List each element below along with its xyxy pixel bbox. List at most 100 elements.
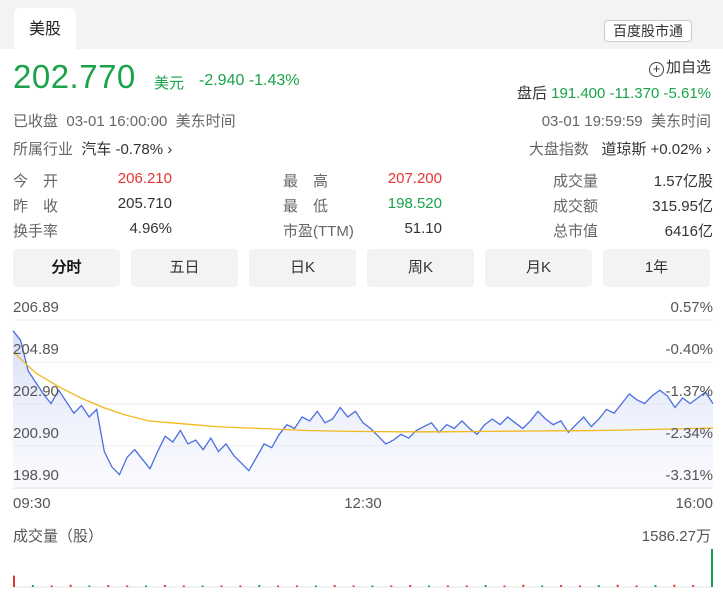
currency-unit: 美元 xyxy=(154,75,185,92)
index-percent: +0.02% xyxy=(650,141,702,158)
volume-bar xyxy=(616,584,619,587)
chevron-right-icon: › xyxy=(167,141,173,158)
tab-daily-k[interactable]: 日K xyxy=(249,249,356,287)
y-tick-label-right: -2.34% xyxy=(665,425,713,442)
stat-value-open: 206.210 xyxy=(117,170,172,187)
stat-value-volume: 1.57亿股 xyxy=(653,173,713,190)
change-percent: -1.43% xyxy=(248,72,300,89)
volume-bar xyxy=(428,585,431,587)
tab-five-day[interactable]: 五日 xyxy=(131,249,238,287)
stat-label-volume: 成交量 xyxy=(553,173,599,190)
y-tick-label: 202.90 xyxy=(13,383,59,400)
stat-value-turnover-rate: 4.96% xyxy=(129,220,172,237)
close-time: 03-01 16:00:00 xyxy=(66,113,168,130)
stat-label-open: 今 开 xyxy=(13,173,59,190)
volume-bar xyxy=(295,585,298,587)
volume-bar xyxy=(220,585,223,587)
industry-name: 汽车 xyxy=(81,141,112,158)
stat-label-pe: 市盈(TTM) xyxy=(283,223,354,240)
average-line xyxy=(12,351,714,433)
volume-bar xyxy=(390,585,393,587)
stat-value-pe: 51.10 xyxy=(404,220,442,237)
x-tick-label: 16:00 xyxy=(675,495,713,512)
add-watchlist-label: 加自选 xyxy=(665,59,711,76)
tab-intraday[interactable]: 分时 xyxy=(13,249,120,287)
y-tick-label: 198.90 xyxy=(13,467,59,484)
after-hours-quote: 盘后 191.400 -11.370 -5.61% xyxy=(517,82,711,103)
tab-monthly-k[interactable]: 月K xyxy=(485,249,592,287)
tab-weekly-k[interactable]: 周K xyxy=(367,249,474,287)
volume-bar xyxy=(560,585,563,587)
price-line xyxy=(12,330,714,476)
tab-one-year[interactable]: 1年 xyxy=(603,249,710,287)
add-watchlist-button[interactable]: + 加自选 xyxy=(648,56,711,77)
index-name: 道琼斯 xyxy=(601,141,647,158)
industry-link[interactable]: 所属行业 汽车 -0.78% › xyxy=(13,138,172,159)
volume-bar xyxy=(201,585,204,587)
x-tick-label: 12:30 xyxy=(344,495,382,512)
x-tick-label: 09:30 xyxy=(13,495,51,512)
volume-label: 成交量（股） xyxy=(13,528,104,545)
price-area xyxy=(13,330,713,488)
market-tab-us[interactable]: 美股 xyxy=(14,8,76,49)
volume-bar xyxy=(446,585,449,587)
plus-circle-icon: + xyxy=(648,62,664,77)
stat-label-market-cap: 总市值 xyxy=(553,223,599,240)
change-value: -2.940 xyxy=(199,72,245,89)
volume-bar xyxy=(541,585,544,587)
industry-label: 所属行业 xyxy=(13,141,74,158)
current-price: 202.770 xyxy=(13,58,136,95)
timezone: 美东时间 xyxy=(175,113,236,130)
volume-bar xyxy=(371,585,374,587)
volume-bar xyxy=(673,584,676,587)
y-tick-label-right: 0.57% xyxy=(670,299,713,316)
index-label: 大盘指数 xyxy=(528,141,589,158)
volume-bar xyxy=(692,585,695,587)
stat-value-turnover: 315.95亿 xyxy=(652,198,713,215)
market-tab-bar: 美股 百度股市通 xyxy=(0,0,723,49)
stat-value-market-cap: 6416亿 xyxy=(664,223,713,240)
volume-chart xyxy=(13,549,713,588)
volume-bar xyxy=(126,585,129,587)
volume-bar xyxy=(13,575,15,587)
after-time: 03-01 19:59:59 xyxy=(541,113,643,130)
intraday-chart[interactable]: 206.89 0.57% 204.89 -0.40% 202.90 -1.37% 200.9… xyxy=(0,290,723,520)
volume-bar xyxy=(333,585,336,587)
stat-value-high: 207.200 xyxy=(387,170,442,187)
volume-max: 1586.27万 xyxy=(641,528,711,545)
y-tick-label-right: -3.31% xyxy=(665,467,713,484)
y-tick-label-right: -1.37% xyxy=(665,383,713,400)
after-hours-change: -11.370 xyxy=(609,85,660,102)
volume-bar xyxy=(711,549,713,587)
stat-value-low: 198.520 xyxy=(387,195,442,212)
volume-bar xyxy=(277,585,280,587)
volume-bar xyxy=(503,585,506,587)
y-tick-label: 204.89 xyxy=(13,341,59,358)
stat-value-prev-close: 205.710 xyxy=(117,195,172,212)
volume-bar xyxy=(88,585,91,587)
status-text: 已收盘 xyxy=(13,113,59,130)
volume-bar xyxy=(465,585,468,587)
volume-bar xyxy=(635,585,638,587)
stat-label-high: 最 高 xyxy=(283,173,329,190)
volume-bar xyxy=(654,585,657,587)
baidu-stock-badge[interactable]: 百度股市通 xyxy=(604,20,692,42)
volume-bar xyxy=(484,585,487,587)
price-change: -2.940 -1.43% xyxy=(199,72,300,90)
volume-bar xyxy=(182,585,185,587)
stat-label-turnover: 成交额 xyxy=(553,198,599,215)
volume-bar xyxy=(163,585,166,587)
volume-bar xyxy=(522,584,525,587)
y-tick-label-right: -0.40% xyxy=(665,341,713,358)
stat-label-low: 最 低 xyxy=(283,198,329,215)
volume-bar xyxy=(31,585,34,587)
after-hours-price: 191.400 xyxy=(551,85,606,102)
y-tick-label: 206.89 xyxy=(13,299,59,316)
stat-label-turnover-rate: 换手率 xyxy=(13,223,59,240)
after-hours-label: 盘后 xyxy=(516,85,547,102)
volume-bar xyxy=(145,585,148,587)
index-link[interactable]: 大盘指数 道琼斯 +0.02% › xyxy=(529,138,711,159)
y-tick-label: 200.90 xyxy=(13,425,59,442)
volume-bar xyxy=(314,585,317,587)
volume-bar xyxy=(597,585,600,587)
